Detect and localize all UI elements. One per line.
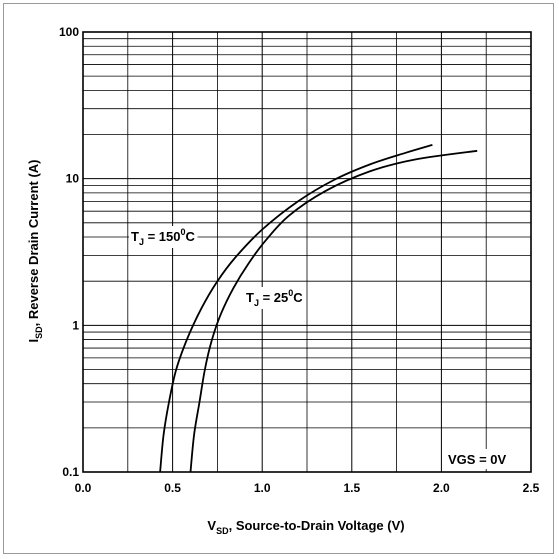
series-label-background: [244, 287, 306, 309]
annotations: TJ = 1500C TJ = 250C VGS = 0V: [129, 226, 526, 469]
grid: [82, 31, 532, 473]
y-axis-title: ISD, Reverse Drain Current (A): [26, 159, 44, 342]
x-tick-label: 2.0: [433, 481, 450, 495]
x-tick-label: 0.0: [75, 481, 92, 495]
x-tick-label: 2.5: [523, 481, 540, 495]
series-line-25c: [189, 149, 478, 473]
x-tick-label: 0.5: [164, 481, 181, 495]
y-tick-label: 100: [59, 25, 79, 39]
y-tick-label: 1: [72, 318, 79, 332]
x-tick-label: 1.0: [254, 481, 271, 495]
x-axis-title: VSD, Source-to-Drain Voltage (V): [207, 518, 404, 536]
series-label-background: [129, 226, 198, 248]
y-tick-label: 10: [66, 172, 80, 186]
chart-frame: [3, 3, 554, 554]
tick-labels: 0.0 0.5 1.0 1.5 2.0 2.5 0.1 1 10 100: [59, 25, 540, 495]
series-line-150c: [159, 144, 433, 473]
vgs-annotation: VGS = 0V: [448, 452, 506, 467]
series-label-25c: TJ = 250C: [246, 288, 303, 308]
x-tick-label: 1.5: [343, 481, 360, 495]
series-label-150c: TJ = 1500C: [131, 227, 196, 247]
series-lines: [159, 144, 478, 473]
vgs-label-background: [444, 449, 526, 469]
axis-titles: VSD, Source-to-Drain Voltage (V) ISD, Re…: [26, 159, 405, 536]
plot-border: [82, 31, 532, 473]
y-tick-label: 0.1: [62, 465, 79, 479]
